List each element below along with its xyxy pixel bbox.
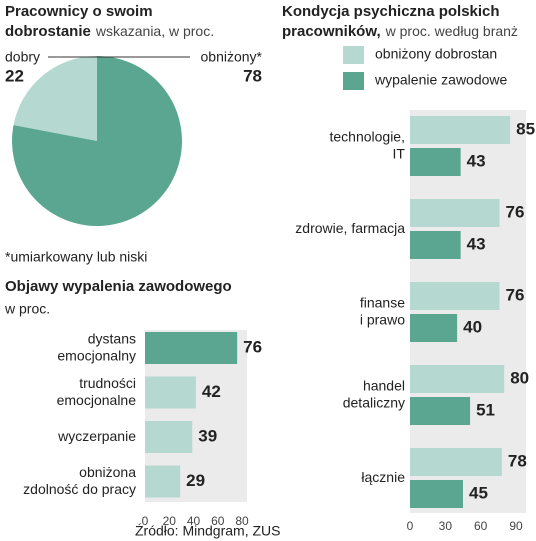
value-label: 42: [202, 382, 221, 401]
value-label: 45: [469, 483, 488, 502]
label-line: łącznie: [361, 469, 405, 485]
bar: [410, 148, 461, 176]
bar: [145, 421, 193, 453]
value-label: 51: [476, 400, 495, 419]
label-line: detaliczny: [343, 394, 405, 410]
bar: [410, 397, 471, 425]
label-line: obniżona: [79, 464, 136, 480]
bar: [410, 314, 458, 342]
value-label: 78: [508, 451, 527, 470]
category-label: handel detaliczny: [343, 377, 405, 410]
category-label: trudności emocjonalne: [57, 375, 137, 408]
label-line: finanse: [360, 294, 405, 310]
value-label: 39: [198, 426, 217, 445]
bar: [145, 376, 196, 409]
value-label: 43: [467, 151, 486, 170]
source: Źródło: Mindgram, ZUS: [135, 523, 280, 539]
x-tick-label: 0: [142, 514, 149, 528]
plot-background: [410, 110, 526, 513]
category-label: zdrowie, farmacja: [295, 220, 405, 236]
category-label: obniżona zdolność do pracy: [23, 464, 136, 497]
title-line: pracowników,: [282, 23, 381, 40]
slice-label: obniżony*: [201, 49, 263, 65]
x-tick-label: 20: [163, 514, 177, 528]
title-line: Pracownicy o swoim: [5, 3, 153, 20]
x-tick-label: 60: [211, 514, 225, 528]
label-line: emocjonalne: [57, 392, 137, 408]
label-line: wyczerpanie: [57, 428, 136, 444]
x-tick-label: 30: [439, 519, 453, 533]
title-line: Kondycja psychiczna polskich: [282, 3, 500, 20]
value-label: 43: [467, 234, 486, 253]
chart-title: Objawy wypalenia zawodowego: [5, 278, 232, 295]
x-tick-label: 60: [474, 519, 488, 533]
label-line: emocjonalny: [57, 347, 136, 363]
bar: [410, 116, 511, 144]
value-label: 76: [506, 202, 525, 221]
bar: [410, 365, 505, 393]
value-label: 40: [463, 317, 482, 336]
slice-value: 78: [243, 66, 262, 85]
bar: [145, 332, 238, 364]
category-label: łącznie: [361, 469, 405, 485]
category-label: wyczerpanie: [57, 428, 136, 444]
footnote: *umiarkowany lub niski: [5, 249, 147, 265]
value-label: 85: [516, 119, 535, 138]
label-line: IT: [393, 145, 406, 161]
bar: [410, 199, 500, 227]
label-line: trudności: [79, 375, 136, 391]
x-tick-label: 90: [509, 519, 523, 533]
legend-label: obniżony dobrostan: [375, 46, 497, 62]
label-line: zdolność do pracy: [23, 481, 136, 497]
bar: [410, 480, 463, 508]
title-line: dobrostanie: [5, 23, 91, 40]
value-label: 29: [186, 471, 205, 490]
bar: [145, 465, 181, 498]
slice-label: dobry: [5, 49, 40, 65]
legend-swatch: [343, 72, 364, 90]
chart-subtitle: w proc. według branż: [385, 23, 518, 39]
label-line: dystans: [88, 330, 136, 346]
bar: [410, 448, 502, 476]
chart-subtitle: wskazania, w proc.: [95, 23, 214, 39]
pie-slice: [11, 56, 182, 226]
label-line: i prawo: [360, 311, 405, 327]
x-tick-label: 80: [235, 514, 249, 528]
value-label: 76: [506, 285, 525, 304]
x-tick-label: 0: [407, 519, 414, 533]
pie-slice: [13, 56, 97, 141]
label-line: technologie,: [329, 128, 405, 144]
label-line: zdrowie, farmacja: [295, 220, 405, 236]
chart-title: Kondycja psychiczna polskich: [282, 3, 500, 20]
label-line: handel: [363, 377, 405, 393]
bar: [410, 231, 461, 259]
slice-value: 22: [5, 66, 24, 85]
title-line: Objawy wypalenia zawodowego: [5, 278, 232, 295]
chart-subtitle: w proc.: [4, 301, 50, 317]
category-label: technologie, IT: [329, 128, 405, 161]
legend-swatch: [343, 46, 364, 64]
value-label: 80: [510, 368, 529, 387]
category-label: dystans emocjonalny: [57, 330, 136, 363]
value-label: 76: [243, 337, 262, 356]
x-tick-label: 40: [187, 514, 201, 528]
chart-title: Pracownicy o swoim: [5, 3, 153, 20]
category-label: finanse i prawo: [360, 294, 405, 327]
legend-label: wypalenie zawodowe: [374, 72, 508, 88]
chart-title: dobrostanie wskazania, w proc.: [5, 23, 214, 40]
chart-title: pracowników, w proc. według branż: [282, 23, 518, 40]
bar: [410, 282, 500, 310]
